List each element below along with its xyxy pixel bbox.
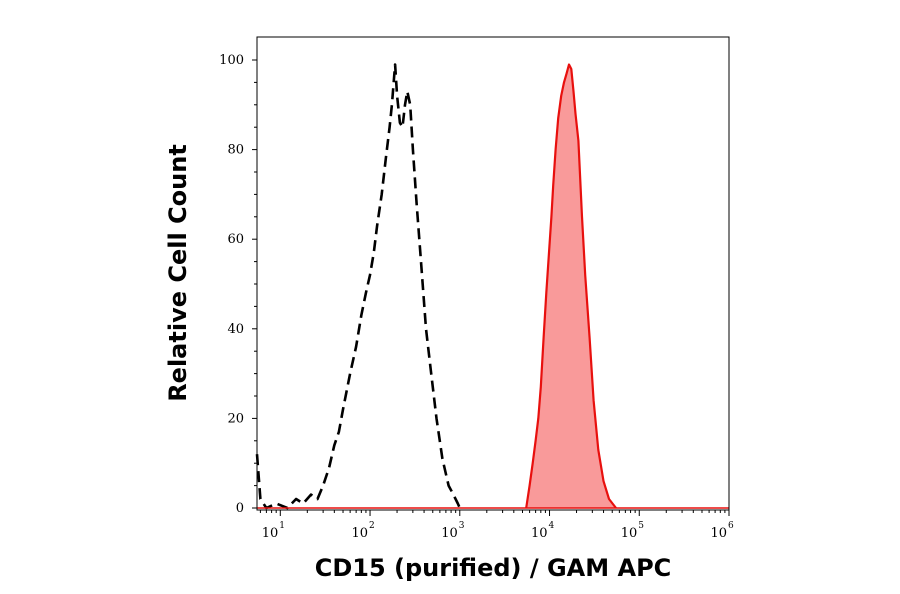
y-tick-label: 60 [227,232,244,247]
x-tick-exponent: 6 [728,521,734,531]
y-tick-label: 100 [219,53,244,68]
y-tick-label: 20 [227,411,244,426]
x-axis-title: CD15 (purified) / GAM APC [315,554,672,582]
x-tick-exponent: 3 [459,521,465,531]
y-tick-label: 0 [236,501,244,516]
x-tick-label: 10 [531,526,548,541]
series-1-line [525,63,617,509]
series-0-line [255,63,461,510]
y-tick-label: 40 [227,322,244,337]
x-tick-exponent: 4 [549,521,555,531]
y-axis-title: Relative Cell Count [164,144,192,402]
x-tick-label: 10 [351,526,368,541]
series-layer [255,63,729,510]
y-tick-label: 80 [227,143,244,158]
series-1-area [526,64,616,508]
x-tick-label: 10 [710,526,727,541]
x-tick-label: 10 [262,526,279,541]
x-tick-exponent: 1 [279,521,285,531]
x-tick-label: 10 [621,526,638,541]
x-tick-exponent: 5 [638,521,644,531]
x-tick-label: 10 [441,526,458,541]
plot-frame [256,36,730,511]
x-tick-exponent: 2 [369,521,375,531]
